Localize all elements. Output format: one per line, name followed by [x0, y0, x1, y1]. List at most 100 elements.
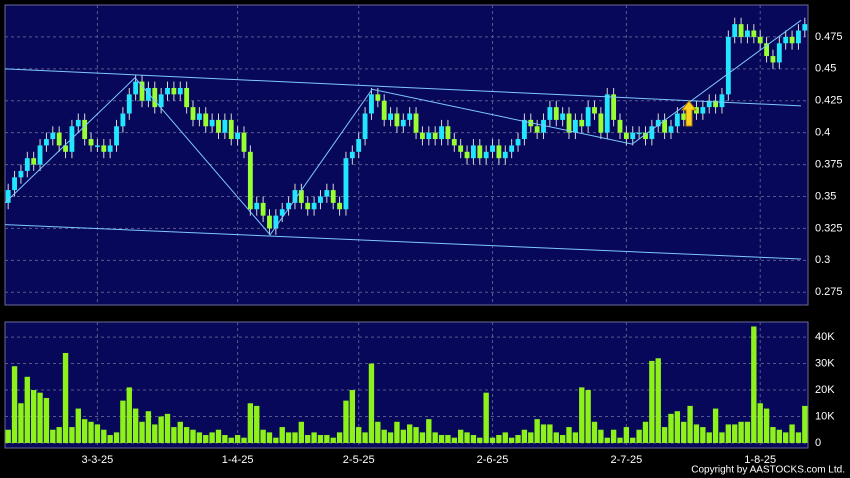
candle-body [88, 139, 94, 146]
volume-bar [591, 421, 598, 443]
candle-body [222, 119, 228, 133]
x-tick-label: 2-5-25 [343, 454, 375, 466]
candle-body [18, 170, 24, 178]
volume-bar [712, 408, 719, 443]
candle-body [305, 202, 311, 210]
volume-bar [802, 405, 808, 443]
volume-bar [69, 427, 75, 443]
volume-bar [674, 411, 681, 443]
y-tick-label: 0.45 [815, 63, 836, 75]
volume-bar [336, 432, 343, 443]
volume-bar [164, 413, 171, 443]
volume-bar [438, 435, 445, 443]
candle-body [502, 151, 508, 159]
volume-bar [751, 326, 757, 443]
volume-bar [451, 437, 457, 443]
candle-body [611, 94, 617, 120]
candle-body [445, 126, 451, 140]
candle-body [152, 87, 158, 108]
volume-bar [470, 435, 477, 443]
volume-bar [572, 432, 579, 443]
volume-bar [553, 432, 559, 443]
plot-layer: 0.275 0.3 0.325 0.35 0.375 0.4 0.425 0.45 0.475 0… [4, 5, 843, 466]
volume-bar [120, 400, 126, 443]
y-tick-label: 0.325 [815, 222, 843, 234]
volume-bar [610, 429, 617, 443]
candle-body [228, 119, 234, 140]
volume-bar [113, 432, 120, 443]
volume-bar [305, 435, 311, 443]
candle-body [470, 145, 476, 159]
candle-body [286, 202, 292, 210]
candle-body [776, 43, 782, 63]
candle-body [267, 215, 272, 229]
volume-bar [107, 435, 113, 443]
volume-bar [37, 392, 43, 443]
volume-bar [732, 424, 738, 443]
volume-bar [579, 387, 585, 443]
volume-bar [387, 432, 394, 443]
volume-bar [502, 432, 508, 443]
volume-bar [56, 427, 62, 443]
volume-bar [687, 405, 693, 443]
volume-bar [789, 424, 795, 443]
volume-bar [62, 352, 69, 443]
candle-body [789, 36, 795, 44]
volume-bar [413, 427, 419, 443]
y-tick-label: 0.475 [815, 31, 843, 43]
volume-bar [400, 429, 406, 443]
volume-bar [196, 432, 203, 443]
candle-body [764, 43, 769, 57]
volume-bar [534, 419, 540, 443]
candle-body [171, 87, 177, 95]
volume-bar [298, 421, 305, 443]
volume-bar [630, 437, 636, 443]
candle-body [521, 119, 527, 140]
candle-body [598, 113, 604, 133]
volume-bar [649, 360, 655, 443]
candle-body [674, 113, 680, 127]
candle-body [190, 107, 196, 120]
candle-body [566, 113, 572, 133]
candle-body [547, 107, 553, 120]
volume-bar [203, 435, 209, 443]
volume-bar [260, 429, 266, 443]
candle-body [292, 190, 298, 203]
y-tick-label: 0.425 [815, 95, 843, 107]
volume-bar [547, 424, 553, 443]
x-tick-label: 1-4-25 [222, 454, 254, 466]
candle-body [496, 145, 502, 159]
candle-body [279, 209, 285, 216]
volume-bar [763, 408, 770, 443]
candle-body [44, 139, 49, 146]
candle-body [623, 132, 629, 140]
candle-body [413, 113, 419, 133]
candle-body [388, 113, 393, 120]
volume-bar [521, 429, 528, 443]
volume-bar [241, 437, 247, 443]
volume-bar [279, 427, 285, 443]
candle-body [343, 158, 349, 210]
candle-body [203, 113, 209, 127]
volume-bar [234, 435, 241, 443]
volume-bar [604, 437, 610, 443]
candle-body [400, 119, 406, 127]
volume-bar [585, 390, 591, 443]
volume-bar [375, 421, 381, 443]
volume-bar [88, 421, 94, 443]
candle-body [757, 36, 763, 44]
trend-line [4, 19, 802, 236]
volume-bar [94, 424, 101, 443]
candle-body [738, 24, 744, 37]
volume-bar [496, 435, 502, 443]
candle-body [298, 190, 304, 203]
candle-body [209, 119, 215, 127]
volume-bar [5, 429, 11, 443]
volume-bar [744, 421, 751, 443]
candle-body [235, 132, 241, 140]
volume-bar [43, 397, 50, 443]
candle-body [700, 107, 706, 114]
candle-body [139, 81, 145, 101]
candle-body [579, 119, 585, 127]
volume-bar [432, 432, 438, 443]
